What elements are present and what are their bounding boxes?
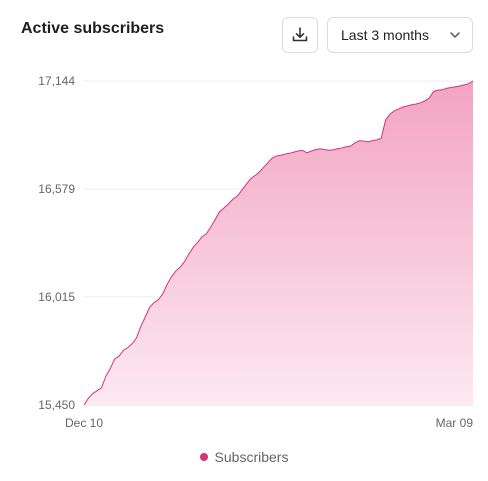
area-fill [84, 81, 473, 405]
legend-swatch [199, 453, 208, 461]
y-tick-label: 16,579 [38, 182, 75, 196]
y-tick-label: 16,015 [38, 290, 75, 304]
date-range-label: Last 3 months [341, 27, 429, 43]
page-title: Active subscribers [21, 20, 165, 37]
y-tick-label: 17,144 [38, 74, 75, 88]
x-tick-label: Dec 10 [65, 416, 103, 430]
series-line-subscribers [83, 80, 474, 406]
y-tick-label: 15,450 [38, 398, 75, 412]
legend: Subscribers [0, 449, 488, 465]
chevron-down-icon [450, 32, 460, 38]
download-button[interactable] [282, 17, 318, 53]
x-tick-label: Mar 09 [436, 416, 474, 430]
date-range-select[interactable]: Last 3 months [327, 17, 473, 53]
legend-label: Subscribers [214, 449, 289, 465]
download-icon [292, 27, 308, 42]
